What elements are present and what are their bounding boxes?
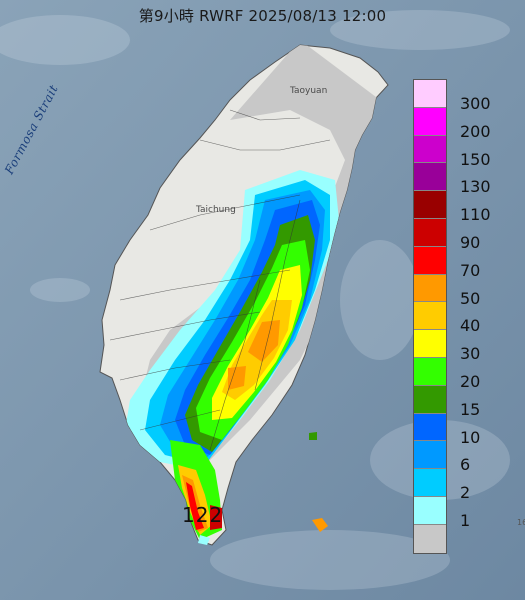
rain-zone-south-red <box>186 482 204 530</box>
legend-swatch <box>414 302 446 331</box>
legend-label: 30 <box>460 344 481 364</box>
legend-swatch <box>414 80 446 108</box>
max-rainfall-label: 122 <box>182 503 224 527</box>
legend-label: 15 <box>460 399 481 419</box>
legend-label: 20 <box>460 372 481 391</box>
orchid-island <box>312 518 328 532</box>
legend-label: 150 <box>460 149 491 169</box>
rain-zone-50 <box>248 320 280 362</box>
legend-label: 1 <box>460 511 471 530</box>
cloud-texture <box>0 10 510 590</box>
legend-label: 2 <box>460 483 471 503</box>
legend-swatch <box>414 524 446 553</box>
map-title: 第9小時 RWRF 2025/08/13 12:00 <box>138 7 387 25</box>
legend-swatch <box>414 274 446 303</box>
legend-swatch <box>414 218 446 247</box>
legend-label: 6 <box>460 455 471 475</box>
legend-swatch <box>414 496 446 525</box>
green-island <box>309 432 317 440</box>
legend-swatch <box>414 191 446 219</box>
legend-swatch <box>414 246 446 275</box>
legend-label: 200 <box>460 121 491 141</box>
south-tip-cyan <box>198 535 210 545</box>
legend-label: 40 <box>460 316 481 336</box>
boundary-lines <box>109 109 331 451</box>
rain-zone-50b <box>228 366 246 390</box>
edge-label: 16 <box>517 518 525 527</box>
legend-swatch <box>414 357 446 386</box>
legend-label: 10 <box>460 427 481 447</box>
legend-swatch <box>414 330 446 358</box>
legend-swatch <box>414 441 446 470</box>
legend-swatch <box>414 163 446 192</box>
legend-label: 130 <box>460 177 491 197</box>
place-label-taoyuan: Taoyuan <box>290 86 328 96</box>
legend-swatch <box>414 413 446 442</box>
color-legend <box>413 79 447 554</box>
legend-swatch <box>414 135 446 164</box>
legend-label: 70 <box>460 260 481 280</box>
legend-label: 300 <box>460 94 491 113</box>
legend-label: 90 <box>460 233 481 252</box>
legend-label: 110 <box>460 205 491 225</box>
place-label-taichung: Taichung <box>196 205 236 215</box>
legend-swatch <box>414 385 446 414</box>
legend-label: 50 <box>460 288 481 308</box>
legend-swatch <box>414 469 446 497</box>
legend-swatch <box>414 107 446 136</box>
rain-zone-south-darkred <box>210 505 222 530</box>
